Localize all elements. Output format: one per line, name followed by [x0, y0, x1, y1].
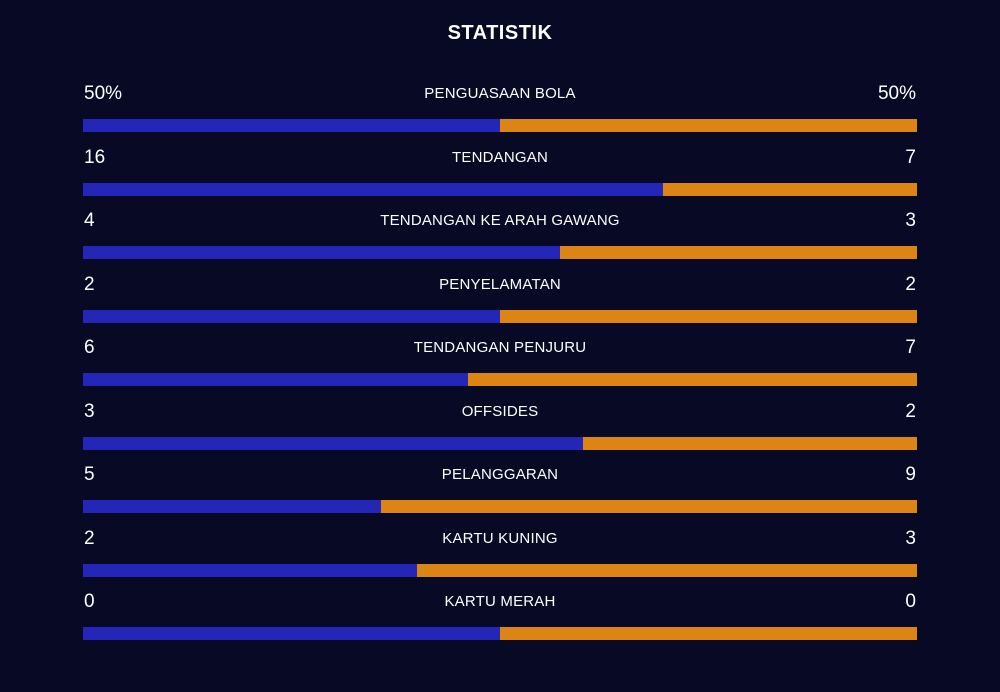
home-value: 16 — [84, 146, 106, 168]
home-bar — [83, 182, 664, 196]
home-bar — [83, 309, 500, 323]
stat-row-corners: 6 TENDANGAN PENJURU 7 — [83, 334, 917, 398]
home-value: 5 — [84, 464, 95, 485]
home-bar — [83, 563, 417, 577]
home-bar — [83, 246, 560, 259]
away-value: 3 — [905, 210, 916, 231]
home-value: 2 — [84, 527, 95, 549]
away-bar — [559, 246, 917, 259]
away-value: 9 — [905, 464, 916, 485]
stat-row-shots: 16 TENDANGAN 7 — [83, 144, 917, 208]
home-value: 3 — [84, 400, 95, 422]
comparison-bar — [83, 373, 917, 386]
comparison-bar — [83, 309, 917, 323]
home-bar — [83, 627, 500, 640]
comparison-bar — [83, 119, 917, 132]
away-bar — [583, 436, 917, 450]
home-value: 4 — [84, 210, 95, 231]
stat-label: TENDANGAN — [452, 148, 548, 166]
home-value: 0 — [84, 591, 95, 612]
away-bar — [416, 563, 917, 577]
stat-label: PELANGGARAN — [441, 466, 559, 483]
stat-label: OFFSIDES — [461, 402, 539, 420]
home-value: 2 — [84, 273, 95, 295]
stat-row-saves: 2 PENYELAMATAN 2 — [83, 271, 917, 335]
away-value: 2 — [905, 400, 916, 422]
comparison-bar — [83, 436, 917, 450]
stat-label: PENYELAMATAN — [439, 275, 561, 293]
away-bar — [500, 627, 917, 640]
comparison-bar — [83, 627, 917, 640]
comparison-bar — [83, 500, 917, 513]
away-value: 50% — [877, 83, 916, 104]
away-value: 3 — [905, 527, 916, 549]
home-bar — [83, 436, 584, 450]
home-bar — [83, 119, 500, 132]
stat-label: TENDANGAN KE ARAH GAWANG — [380, 212, 620, 229]
stat-row-red-cards: 0 KARTU MERAH 0 — [83, 588, 917, 652]
stat-row-fouls: 5 PELANGGARAN 9 — [83, 461, 917, 525]
away-value: 7 — [905, 146, 916, 168]
stat-row-shots-on-target: 4 TENDANGAN KE ARAH GAWANG 3 — [83, 207, 917, 271]
away-bar — [500, 119, 917, 132]
stat-label: TENDANGAN PENJURU — [413, 339, 587, 356]
home-value: 6 — [84, 337, 95, 358]
stats-title: STATISTIK — [447, 22, 553, 44]
stat-label: KARTU KUNING — [442, 529, 558, 547]
away-value: 7 — [905, 337, 916, 358]
comparison-bar — [83, 182, 917, 196]
away-bar — [663, 182, 917, 196]
comparison-bar — [83, 563, 917, 577]
away-value: 2 — [905, 273, 916, 295]
stat-label: PENGUASAAN BOLA — [424, 85, 576, 102]
home-bar — [83, 373, 468, 386]
stat-row-possession: 50% PENGUASAAN BOLA 50% — [83, 80, 917, 144]
away-bar — [500, 309, 917, 323]
away-value: 0 — [905, 591, 916, 612]
stats-list: 50% PENGUASAAN BOLA 50% 16 TENDANGAN 7 4… — [83, 80, 917, 652]
home-value: 50% — [84, 83, 123, 104]
stat-row-yellow-cards: 2 KARTU KUNING 3 — [83, 525, 917, 589]
stat-row-offsides: 3 OFFSIDES 2 — [83, 398, 917, 462]
away-bar — [380, 500, 917, 513]
stat-label: KARTU MERAH — [444, 593, 556, 610]
away-bar — [467, 373, 917, 386]
comparison-bar — [83, 246, 917, 259]
home-bar — [83, 500, 381, 513]
